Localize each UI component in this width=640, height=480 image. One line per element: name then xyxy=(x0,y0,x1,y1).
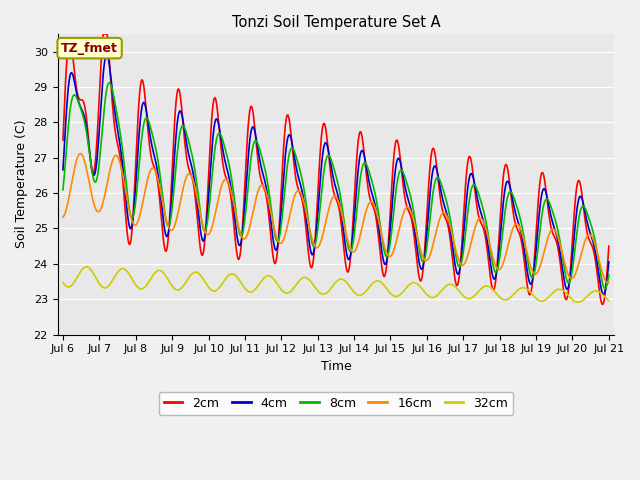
2cm xyxy=(599,301,607,307)
16cm xyxy=(126,210,134,216)
16cm xyxy=(403,204,411,210)
32cm xyxy=(210,288,218,294)
32cm xyxy=(59,280,67,286)
16cm xyxy=(69,174,77,180)
2cm xyxy=(210,96,218,102)
16cm xyxy=(181,178,189,183)
Line: 8cm: 8cm xyxy=(63,83,609,288)
2cm xyxy=(69,54,77,60)
2cm xyxy=(181,144,189,149)
Line: 2cm: 2cm xyxy=(63,34,609,304)
4cm xyxy=(181,132,189,138)
8cm xyxy=(210,153,218,159)
Title: Tonzi Soil Temperature Set A: Tonzi Soil Temperature Set A xyxy=(232,15,440,30)
8cm xyxy=(126,209,134,215)
32cm xyxy=(69,281,77,287)
16cm xyxy=(77,151,84,156)
8cm xyxy=(106,80,113,85)
32cm xyxy=(83,264,90,270)
4cm xyxy=(419,264,427,270)
16cm xyxy=(605,280,612,286)
4cm xyxy=(210,124,218,130)
Y-axis label: Soil Temperature (C): Soil Temperature (C) xyxy=(15,120,28,249)
4cm xyxy=(605,259,612,265)
X-axis label: Time: Time xyxy=(321,360,351,373)
8cm xyxy=(59,187,67,193)
4cm xyxy=(103,52,111,58)
Legend: 2cm, 4cm, 8cm, 16cm, 32cm: 2cm, 4cm, 8cm, 16cm, 32cm xyxy=(159,392,513,415)
16cm xyxy=(604,280,612,286)
4cm xyxy=(403,192,411,198)
Text: TZ_fmet: TZ_fmet xyxy=(61,42,118,55)
32cm xyxy=(126,272,134,278)
32cm xyxy=(181,280,189,286)
2cm xyxy=(419,269,427,275)
4cm xyxy=(59,167,67,173)
8cm xyxy=(605,272,612,278)
32cm xyxy=(419,287,427,293)
8cm xyxy=(419,259,427,264)
8cm xyxy=(181,126,189,132)
2cm xyxy=(59,137,67,143)
8cm xyxy=(403,180,411,186)
16cm xyxy=(210,216,218,222)
16cm xyxy=(419,254,427,260)
4cm xyxy=(69,72,77,78)
16cm xyxy=(59,214,67,220)
Line: 16cm: 16cm xyxy=(63,154,609,283)
32cm xyxy=(403,284,411,290)
2cm xyxy=(403,204,411,210)
8cm xyxy=(69,94,77,99)
Line: 4cm: 4cm xyxy=(63,55,609,294)
Line: 32cm: 32cm xyxy=(63,267,609,302)
32cm xyxy=(605,298,612,304)
2cm xyxy=(126,241,134,247)
2cm xyxy=(99,31,107,37)
32cm xyxy=(574,300,582,305)
8cm xyxy=(601,286,609,291)
4cm xyxy=(600,291,607,297)
2cm xyxy=(605,243,612,249)
4cm xyxy=(126,225,134,231)
